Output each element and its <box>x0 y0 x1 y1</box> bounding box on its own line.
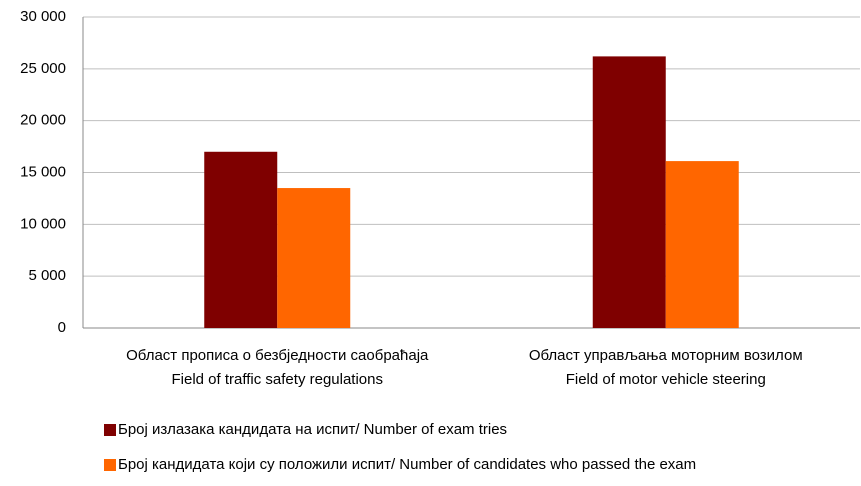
bar <box>204 151 278 328</box>
bar <box>592 56 666 328</box>
bar <box>665 161 739 328</box>
y-tick-label: 5 000 <box>28 267 66 284</box>
legend-swatch <box>104 424 116 436</box>
x-tick-label: Област прописа о безбједности саобраћаја <box>126 347 429 364</box>
y-tick-label: 10 000 <box>20 215 66 232</box>
legend-swatch <box>104 459 116 471</box>
legend-label: Број кандидата који су положили испит/ N… <box>118 456 696 473</box>
bar <box>277 188 351 328</box>
y-tick-label: 25 000 <box>20 60 66 77</box>
legend-label: Број излазака кандидата на испит/ Number… <box>118 421 507 438</box>
x-tick-label: Област управљања моторним возилом <box>529 347 803 364</box>
y-tick-label: 20 000 <box>20 112 66 129</box>
y-tick-label: 0 <box>58 319 66 336</box>
y-tick-label: 15 000 <box>20 163 66 180</box>
x-tick-label: Field of traffic safety regulations <box>172 371 384 388</box>
y-tick-label: 30 000 <box>20 8 66 25</box>
x-tick-label: Field of motor vehicle steering <box>566 371 766 388</box>
